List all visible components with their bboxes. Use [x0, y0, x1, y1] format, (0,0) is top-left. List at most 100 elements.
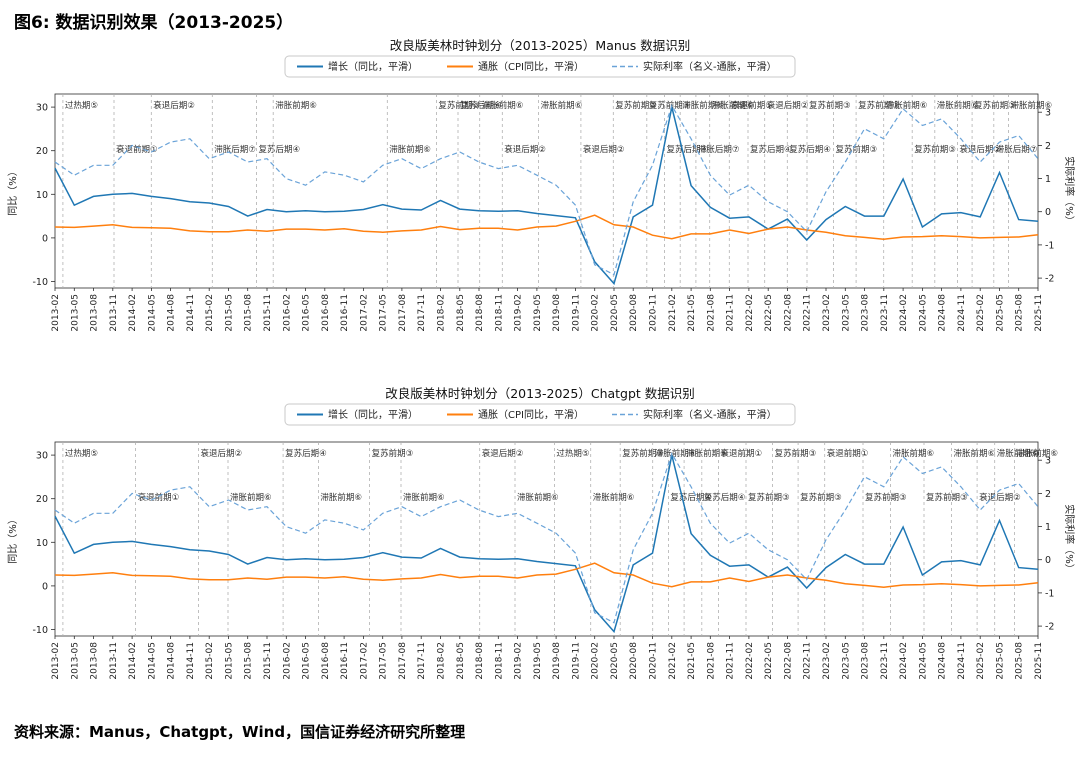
x-tick-label: 2019-08	[552, 294, 562, 332]
x-tick-label: 2024-08	[938, 294, 948, 332]
right-tick-label: 1	[1045, 522, 1051, 533]
x-tick-label: 2015-02	[205, 294, 215, 332]
left-tick-label: 10	[36, 538, 48, 549]
phase-label: 滞胀前期⑥	[954, 448, 996, 459]
x-tick-label: 2017-11	[417, 642, 427, 680]
x-tick-label: 2020-08	[629, 642, 639, 680]
growth-line	[54, 454, 1039, 634]
phase-label: 衰退前期①	[138, 492, 180, 503]
x-tick-label: 2023-11	[880, 642, 890, 680]
right-tick-label: 2	[1045, 489, 1051, 500]
x-tick-label: 2014-02	[128, 294, 138, 332]
x-tick-label: 2013-05	[70, 642, 80, 680]
real_rate-line	[54, 104, 1039, 276]
left-axis-label: 同比（%）	[7, 166, 19, 216]
right-axis-label: 实际利率（%）	[1063, 504, 1076, 574]
phase-label: 滞胀前期⑥	[893, 448, 935, 459]
phase-label: 滞胀前期⑥	[320, 492, 362, 503]
chart-legend: 增长（同比，平滑） 通胀（CPI同比，平滑） 实际利率（名义-通胀，平滑）	[284, 403, 796, 426]
phase-label: 复苏前期③	[800, 492, 842, 503]
x-tick-label: 2023-02	[822, 642, 832, 680]
phase-label: 复苏后期④	[259, 144, 301, 155]
x-tick-label: 2019-11	[571, 642, 581, 680]
x-tick-label: 2025-02	[976, 642, 986, 680]
x-tick-label: 2017-08	[398, 642, 408, 680]
phase-label: 滞胀前期⑥	[1011, 100, 1053, 111]
phase-label: 滞胀前期⑥	[712, 100, 754, 111]
phase-label: 复苏前期③	[974, 100, 1016, 111]
phase-label: 滞胀前期⑥	[541, 100, 583, 111]
x-tick-label: 2020-02	[591, 294, 601, 332]
phase-label: 复苏前期③	[649, 100, 691, 111]
x-tick-label: 2014-02	[128, 642, 138, 680]
x-tick-label: 2016-08	[321, 642, 331, 680]
x-tick-label: 2018-08	[475, 294, 485, 332]
x-tick-label: 2022-02	[745, 294, 755, 332]
phase-label: 复苏后期④	[670, 492, 712, 503]
left-tick-label: 30	[36, 103, 48, 114]
x-tick-label: 2013-02	[51, 642, 61, 680]
phase-label: 过热期⑤	[65, 448, 98, 459]
x-tick-label: 2023-05	[841, 294, 851, 332]
phase-label: 衰退后期②	[504, 144, 546, 155]
legend-inflation-label: 通胀（CPI同比，平滑）	[478, 61, 584, 73]
x-tick-label: 2021-11	[726, 642, 736, 680]
phase-label: 复苏后期④	[667, 144, 709, 155]
x-tick-label: 2022-05	[764, 294, 774, 332]
x-tick-label: 2014-08	[167, 294, 177, 332]
phase-label: 衰退前期①	[721, 448, 763, 459]
phase-label: 衰退后期②	[482, 448, 524, 459]
phase-label: 复苏前期③	[372, 448, 414, 459]
phase-label: 滞胀前期⑥	[230, 492, 272, 503]
x-tick-label: 2024-02	[899, 642, 909, 680]
x-tick-label: 2018-11	[494, 294, 504, 332]
phase-label: 滞胀后期⑦	[214, 144, 256, 155]
phase-label: 衰退前期①	[827, 448, 869, 459]
phase-label: 衰退后期②	[583, 144, 625, 155]
x-tick-label: 2019-05	[533, 294, 543, 332]
x-tick-label: 2017-05	[379, 294, 389, 332]
phase-label: 衰退前期①	[731, 100, 773, 111]
phase-label: 滞胀后期⑦	[996, 144, 1038, 155]
x-tick-label: 2018-02	[437, 294, 447, 332]
x-tick-label: 2016-11	[340, 294, 350, 332]
x-tick-label: 2015-05	[225, 294, 235, 332]
phase-label: 复苏前期③	[926, 492, 968, 503]
phase-label: 滞胀前期⑥	[403, 492, 445, 503]
phase-label: 复苏前期③	[748, 492, 790, 503]
x-tick-label: 2018-05	[456, 294, 466, 332]
phase-label: 复苏前期③	[858, 100, 900, 111]
x-tick-label: 2015-08	[244, 642, 254, 680]
phase-label: 复苏前期③	[775, 448, 817, 459]
left-tick-label: 0	[42, 581, 48, 592]
phase-label: 滞胀前期⑥	[1016, 448, 1058, 459]
x-tick-label: 2014-05	[147, 294, 157, 332]
right-tick-label: 0	[1045, 207, 1051, 218]
x-tick-label: 2025-08	[1015, 294, 1025, 332]
x-tick-label: 2015-11	[263, 642, 273, 680]
phase-label: 复苏后期④	[789, 144, 831, 155]
x-tick-label: 2023-05	[841, 642, 851, 680]
x-tick-label: 2022-11	[803, 294, 813, 332]
phase-label: 衰退后期②	[201, 448, 243, 459]
source-note: 资料来源：Manus，Chatgpt，Wind，国信证券经济研究所整理	[14, 723, 466, 741]
phase-label: 复苏前期③	[865, 492, 907, 503]
x-tick-label: 2022-02	[745, 642, 755, 680]
inflation-line	[54, 562, 1039, 588]
x-tick-label: 2024-05	[918, 642, 928, 680]
x-tick-label: 2021-05	[687, 294, 697, 332]
right-tick-label: 1	[1045, 174, 1051, 185]
x-tick-label: 2023-02	[822, 294, 832, 332]
left-axis-label: 同比（%）	[7, 514, 19, 564]
x-tick-label: 2013-08	[90, 294, 100, 332]
chart-title: 改良版美林时钟划分（2013-2025）Manus 数据识别	[390, 38, 690, 53]
x-tick-label: 2018-08	[475, 642, 485, 680]
x-tick-label: 2022-05	[764, 642, 774, 680]
right-tick-label: 0	[1045, 555, 1051, 566]
x-tick-label: 2021-08	[706, 642, 716, 680]
legend-inflation-label: 通胀（CPI同比，平滑）	[478, 409, 584, 421]
x-tick-label: 2018-02	[437, 642, 447, 680]
chart-title: 改良版美林时钟划分（2013-2025）Chatgpt 数据识别	[385, 386, 695, 401]
x-tick-label: 2018-05	[456, 642, 466, 680]
